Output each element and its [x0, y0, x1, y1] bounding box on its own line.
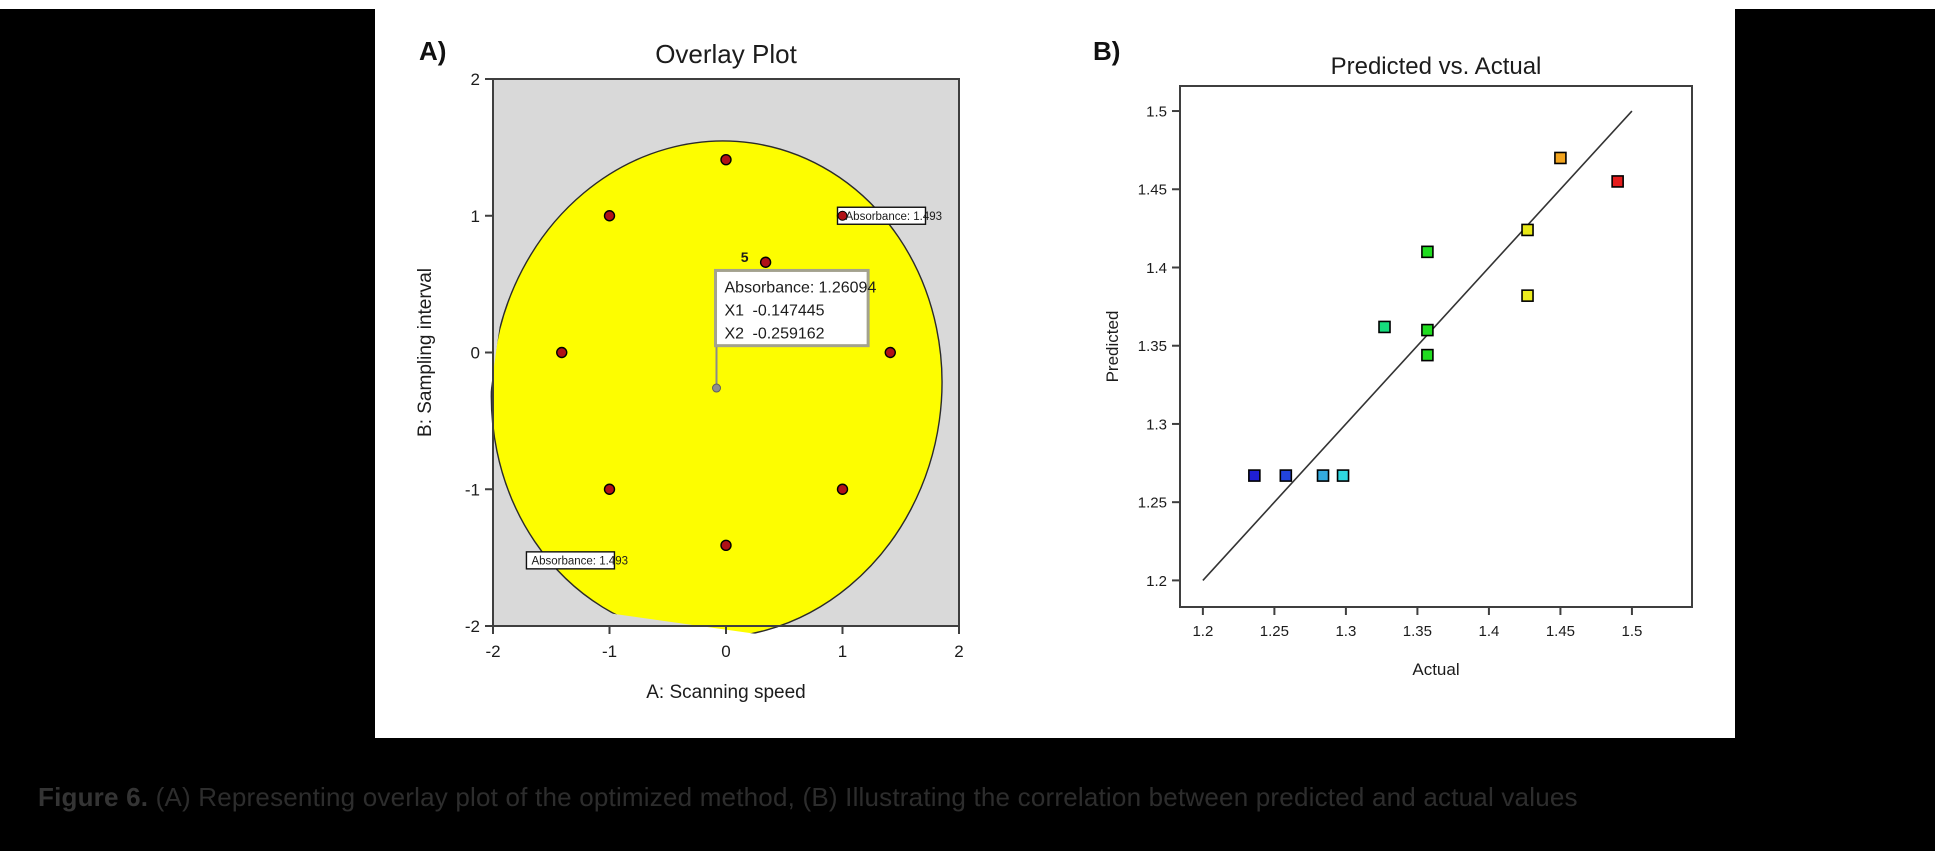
data-point	[1336, 469, 1350, 482]
data-point	[1421, 245, 1434, 259]
design-point	[603, 483, 616, 495]
y-tick-label: 1.3	[1146, 416, 1167, 433]
design-point	[836, 483, 849, 495]
y-axis-label: Predicted	[1103, 311, 1122, 383]
tooltip-row-value: -0.259162	[753, 325, 825, 342]
x-tick-label: 1.2	[1192, 623, 1213, 640]
y-tick-label: 0	[471, 344, 480, 363]
flag-label: Absorbance: 1.493	[531, 555, 628, 567]
charts-svg: -2 -1 0 1 2 -2 -1 0 1 2 Overlay Plot A: Scanning sp…	[415, 39, 1693, 703]
panel-label-b: B)	[1093, 36, 1121, 66]
y-tick-label: 1.4	[1146, 260, 1167, 277]
design-point	[556, 346, 568, 359]
data-point	[1279, 469, 1293, 482]
data-point	[1611, 175, 1624, 188]
y-tick-label: 1.5	[1146, 103, 1167, 120]
design-point	[720, 539, 732, 552]
data-point	[1378, 320, 1391, 334]
design-point	[603, 210, 616, 222]
point-count-label: 5	[741, 249, 749, 265]
plot-area	[1180, 86, 1692, 607]
figure-caption: Figure 6. (A) Representing overlay plot …	[38, 782, 1918, 813]
panel-label-a: A)	[419, 36, 447, 66]
data-point	[1421, 348, 1434, 362]
chart-title: Predicted vs. Actual	[1331, 53, 1542, 80]
x-tick-label: 1.25	[1260, 623, 1289, 640]
tooltip-row-label: X2	[725, 325, 745, 342]
figure-panel: A) B) -2 -1 0 1 2 -2 -1 0 1 2 Overlay Plot A: Scann…	[375, 0, 1735, 738]
tooltip-row-label: X1	[725, 302, 745, 319]
x-tick-label: -1	[602, 642, 617, 661]
x-tick-label: 1.35	[1403, 623, 1432, 640]
flag-point	[837, 210, 848, 221]
tooltip-row-value: -0.147445	[753, 302, 825, 319]
y-tick-label: -2	[465, 617, 480, 636]
caption-text: (A) Representing overlay plot of the opt…	[148, 782, 1578, 812]
x-tick-label: 1.45	[1546, 623, 1575, 640]
y-tick-label: 1.35	[1138, 338, 1167, 355]
x-tick-label: 0	[721, 642, 730, 661]
prediction-tooltip	[714, 268, 870, 348]
chart-overlay: -2 -1 0 1 2 -2 -1 0 1 2 Overlay Plot A: Scanning sp…	[415, 39, 964, 703]
x-tick-label: 1.3	[1335, 623, 1356, 640]
data-point	[1316, 469, 1330, 482]
x-tick-label: 1.4	[1478, 623, 1499, 640]
design-point	[759, 256, 772, 268]
y-tick-label: 2	[471, 70, 480, 89]
chart-title: Overlay Plot	[655, 39, 797, 69]
y-tick-label: 1.2	[1146, 573, 1167, 590]
data-point	[1521, 223, 1534, 237]
x-tick-label: 2	[954, 642, 963, 661]
y-tick-label: 1.45	[1138, 182, 1167, 199]
tooltip-row-value: 1.26094	[819, 279, 877, 296]
tooltip-row-label: Absorbance:	[725, 279, 815, 296]
flag-label: Absorbance: 1.493	[846, 211, 943, 223]
flag-box	[525, 551, 616, 570]
data-point	[1521, 289, 1534, 302]
optimum-anchor-dot	[712, 383, 722, 393]
identity-line	[1202, 110, 1633, 581]
x-tick-label: 1.5	[1622, 623, 1643, 640]
data-point	[1554, 151, 1567, 165]
x-axis-label: Actual	[1412, 660, 1459, 679]
y-tick-label: -1	[465, 480, 480, 499]
design-point	[720, 153, 732, 166]
y-tick-label: 1.25	[1138, 495, 1167, 512]
x-tick-label: -2	[485, 642, 500, 661]
y-axis-label: B: Sampling interval	[415, 268, 436, 437]
chart-pred-actual: 1.2 1.25 1.3 1.35 1.4 1.45 1.5 1.2 1.25 1.3 1.35 1.…	[1103, 53, 1693, 679]
caption-figure-number: Figure 6.	[38, 782, 149, 812]
x-tick-label: 1	[838, 642, 847, 661]
x-axis-label: A: Scanning speed	[646, 682, 806, 703]
data-point	[1248, 469, 1261, 482]
y-tick-label: 1	[471, 207, 480, 226]
design-point	[884, 346, 896, 359]
data-point	[1421, 323, 1434, 337]
